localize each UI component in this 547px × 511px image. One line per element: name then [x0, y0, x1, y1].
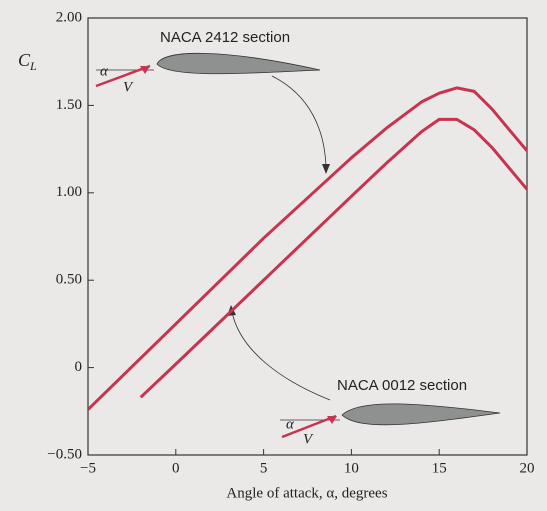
arrow-head [327, 416, 337, 424]
pointer [231, 311, 331, 401]
y-axis-label: CL [18, 50, 37, 73]
x-tick-label: 10 [344, 460, 359, 476]
x-tick-label: 15 [432, 460, 447, 476]
pointer-head [322, 164, 330, 174]
velocity-arrow [95, 64, 151, 88]
y-tick-label: −0.50 [47, 446, 82, 462]
x-tick-label: 5 [260, 460, 268, 476]
arrow-head [140, 66, 150, 74]
y-label-symbol: C [18, 50, 31, 70]
x-axis-label: Angle of attack, α, degrees [226, 485, 387, 501]
alpha-label: α [286, 416, 295, 432]
y-tick-label: 1.00 [56, 184, 82, 200]
x-tick-label: −5 [80, 460, 96, 476]
line [86, 86, 529, 411]
y-tick-label: 0 [75, 359, 83, 375]
velocity-label: V [303, 431, 314, 447]
alpha-label: α [100, 63, 109, 79]
y-tick-label: 0.50 [56, 272, 82, 288]
line [139, 117, 529, 399]
x-tick-label: 0 [172, 460, 180, 476]
annotation: NACA 0012 section [337, 377, 467, 394]
x-tick-label: 20 [520, 460, 535, 476]
annotation: NACA 2412 section [160, 29, 290, 46]
y-label-subscript: L [29, 59, 37, 73]
airfoil-2412 [156, 52, 321, 75]
velocity-label: V [123, 79, 134, 95]
velocity-arrow [281, 414, 337, 439]
airfoil-0012 [341, 403, 501, 426]
plot-frame [87, 17, 528, 456]
y-tick-label: 1.50 [56, 97, 82, 113]
y-tick-label: 2.00 [56, 9, 82, 25]
pointer [271, 75, 327, 169]
